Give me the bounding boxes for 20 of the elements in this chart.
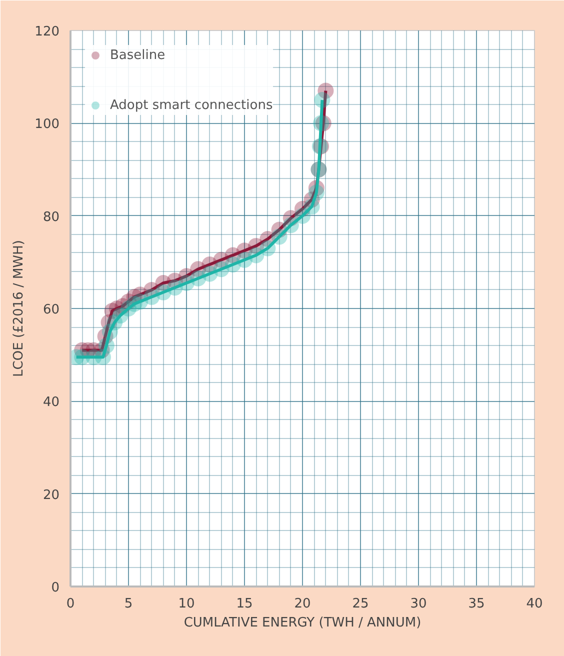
x-tick-label: 20 — [294, 596, 311, 612]
x-tick-label: 10 — [178, 596, 195, 612]
y-axis-title: LCOE (£2016 / MWH) — [12, 240, 27, 377]
legend-label: Baseline — [110, 48, 166, 62]
y-tick-label: 0 — [51, 580, 60, 596]
x-tick-label: 30 — [410, 596, 427, 612]
y-tick-label: 120 — [34, 24, 60, 40]
x-tick-label: 0 — [66, 596, 75, 612]
y-tick-label: 60 — [42, 302, 60, 318]
x-tick-label: 35 — [468, 596, 485, 612]
x-tick-label: 25 — [352, 596, 369, 612]
legend-label: Adopt smart connections — [110, 98, 273, 112]
x-tick-label: 40 — [526, 596, 543, 612]
y-tick-label: 20 — [42, 488, 60, 503]
x-tick-label: 5 — [124, 596, 133, 612]
x-tick-label: 15 — [236, 596, 253, 612]
y-tick-label: 40 — [42, 395, 60, 410]
y-tick-label: 100 — [34, 117, 60, 132]
x-axis-title: CUMLATIVE ENERGY (TWH / ANNUM) — [184, 616, 422, 630]
y-tick-label: 80 — [42, 210, 60, 225]
